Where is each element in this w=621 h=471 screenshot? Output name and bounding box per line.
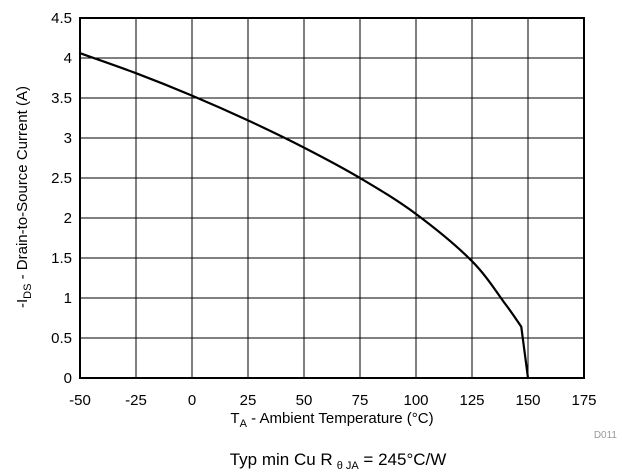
note-sub: θ JA — [337, 460, 360, 471]
x-tick-label: -25 — [125, 392, 147, 409]
x-tick-label: 25 — [240, 392, 257, 409]
x-tick-label: 100 — [403, 392, 428, 409]
y-tick-label: 2 — [64, 210, 72, 227]
x-tick-labels: -50 -25 0 25 50 75 100 125 150 175 — [69, 392, 596, 409]
x-tick-label: 125 — [459, 392, 484, 409]
y-tick-label: 4.5 — [51, 10, 72, 27]
figure-id: D011 — [594, 430, 618, 441]
note-post: = 245°C/W — [359, 450, 447, 469]
x-tick-label: 75 — [352, 392, 369, 409]
thermal-resistance-note: Typ min Cu R θ JA = 245°C/W — [230, 450, 447, 471]
y-tick-label: 3 — [64, 130, 72, 147]
x-tick-label: 0 — [188, 392, 196, 409]
y-tick-label: 0 — [64, 370, 72, 387]
series-line — [78, 52, 530, 380]
plot-frame — [79, 17, 585, 379]
y-tick-label: 0.5 — [51, 330, 72, 347]
y-tick-label: 4 — [64, 50, 72, 67]
y-tick-label: 1 — [64, 290, 72, 307]
x-axis-label: TA - Ambient Temperature (°C) — [230, 410, 433, 430]
y-axis-label-rest: - Drain-to-Source Current (A) — [14, 86, 31, 284]
x-axis-label-main: T — [230, 410, 239, 427]
x-tick-label: 150 — [515, 392, 540, 409]
x-tick-label: 175 — [571, 392, 596, 409]
y-axis-label-sub: DS — [22, 284, 34, 299]
y-tick-label: 3.5 — [51, 90, 72, 107]
y-axis-label-pre: -I — [14, 299, 31, 308]
x-tick-label: 50 — [296, 392, 313, 409]
x-tick-label: -50 — [69, 392, 91, 409]
y-tick-label: 2.5 — [51, 170, 72, 187]
x-axis-label-rest: - Ambient Temperature (°C) — [247, 410, 434, 427]
y-axis-label: -IDS - Drain-to-Source Current (A) — [14, 86, 34, 308]
x-axis-label-sub: A — [240, 418, 248, 430]
note-pre: Typ min Cu R — [230, 450, 333, 469]
y-tick-labels: 0 0.5 1 1.5 2 2.5 3 3.5 4 4.5 — [51, 10, 72, 387]
y-tick-label: 1.5 — [51, 250, 72, 267]
